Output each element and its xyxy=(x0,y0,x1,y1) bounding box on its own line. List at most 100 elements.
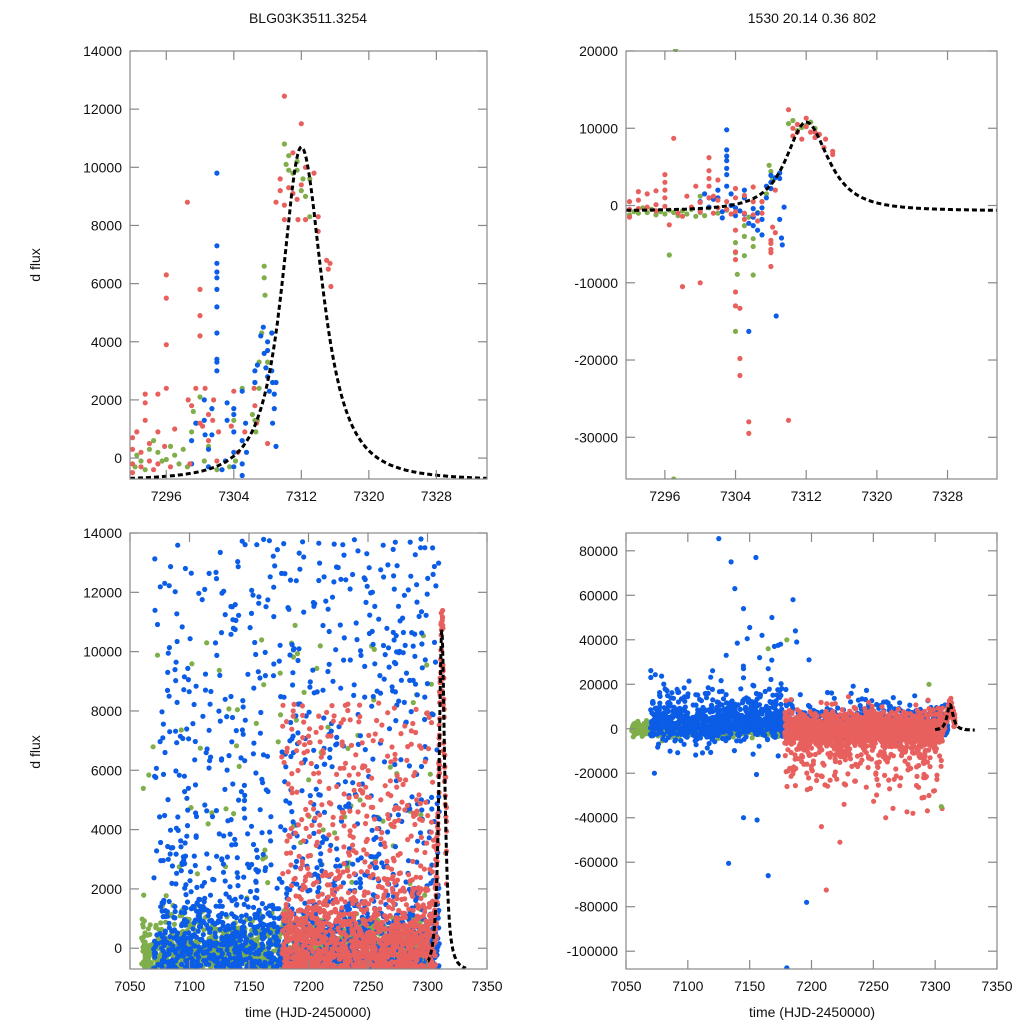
point-red xyxy=(311,771,317,777)
point-green xyxy=(146,958,152,965)
point-blue xyxy=(271,955,277,961)
point-red xyxy=(724,199,730,205)
point-red xyxy=(347,717,353,723)
point-red xyxy=(311,806,317,812)
point-red xyxy=(413,706,419,713)
point-red xyxy=(418,943,424,949)
point-blue xyxy=(192,965,199,969)
point-blue xyxy=(214,368,220,374)
point-red xyxy=(375,911,381,917)
point-green xyxy=(741,253,748,259)
point-blue xyxy=(173,958,179,964)
point-blue xyxy=(213,808,219,814)
point-blue xyxy=(250,841,257,848)
point-blue xyxy=(213,569,219,576)
point-red xyxy=(372,907,378,913)
point-blue xyxy=(254,847,260,853)
point-green xyxy=(259,637,265,643)
point-blue xyxy=(278,824,284,830)
point-red xyxy=(306,834,313,840)
point-red xyxy=(315,214,321,220)
point-red xyxy=(303,825,309,832)
point-red xyxy=(330,822,336,828)
point-blue xyxy=(306,709,312,715)
point-red xyxy=(339,815,345,821)
point-blue xyxy=(284,891,290,897)
point-blue xyxy=(217,926,223,933)
point-red xyxy=(280,871,286,877)
point-green xyxy=(154,652,161,658)
point-blue xyxy=(222,786,228,793)
point-blue xyxy=(166,693,172,699)
point-red xyxy=(424,840,430,846)
point-blue xyxy=(217,672,223,679)
point-blue xyxy=(166,920,172,926)
point-red xyxy=(305,865,311,872)
point-blue xyxy=(275,961,281,968)
point-blue xyxy=(267,922,273,928)
point-green xyxy=(265,880,271,886)
point-blue xyxy=(433,583,439,589)
point-red xyxy=(379,829,385,836)
point-blue xyxy=(724,158,730,164)
point-red xyxy=(205,411,212,418)
point-blue xyxy=(779,242,785,248)
point-blue xyxy=(429,806,435,812)
point-green xyxy=(197,394,203,400)
point-red xyxy=(299,887,305,893)
point-red xyxy=(413,729,419,736)
point-green xyxy=(662,211,668,217)
point-red xyxy=(823,136,829,142)
point-green xyxy=(325,724,331,730)
point-red xyxy=(281,93,287,99)
point-blue xyxy=(258,333,264,339)
point-blue xyxy=(217,718,223,724)
point-blue xyxy=(357,876,363,882)
point-green xyxy=(750,272,756,278)
y-tick-label: 8000 xyxy=(91,217,122,233)
point-red xyxy=(369,775,375,781)
point-blue xyxy=(214,304,220,310)
point-red xyxy=(130,446,136,452)
point-red xyxy=(315,930,322,936)
point-blue xyxy=(157,584,163,590)
point-red xyxy=(318,725,324,731)
point-blue xyxy=(357,648,364,654)
point-green xyxy=(286,153,292,159)
point-blue xyxy=(161,935,167,941)
point-green xyxy=(371,646,377,653)
point-green xyxy=(197,745,203,751)
point-blue xyxy=(215,919,221,925)
point-blue xyxy=(182,910,188,916)
point-blue xyxy=(778,235,785,241)
point-red xyxy=(289,771,295,777)
point-red xyxy=(288,862,294,868)
point-blue xyxy=(237,918,244,924)
point-blue xyxy=(254,854,260,861)
point-blue xyxy=(248,823,255,829)
point-red xyxy=(163,295,169,301)
point-blue xyxy=(195,928,201,934)
point-blue xyxy=(196,924,202,930)
point-blue xyxy=(385,829,391,835)
point-blue xyxy=(431,563,437,570)
point-red xyxy=(644,204,650,210)
point-red xyxy=(706,155,712,161)
point-green xyxy=(262,292,268,298)
point-blue xyxy=(263,604,269,610)
event-title: BLG03K3511.3254 xyxy=(249,10,367,26)
point-red xyxy=(368,897,375,903)
point-blue xyxy=(417,830,424,836)
point-blue xyxy=(724,127,730,133)
point-blue xyxy=(759,205,765,211)
point-blue xyxy=(392,689,398,695)
point-blue xyxy=(174,740,180,746)
point-blue xyxy=(225,943,231,949)
point-red xyxy=(359,740,365,746)
point-blue xyxy=(233,617,239,624)
point-blue xyxy=(186,736,192,742)
point-blue xyxy=(322,761,328,767)
point-blue xyxy=(355,548,361,554)
point-blue xyxy=(313,786,319,792)
point-red xyxy=(400,910,406,917)
